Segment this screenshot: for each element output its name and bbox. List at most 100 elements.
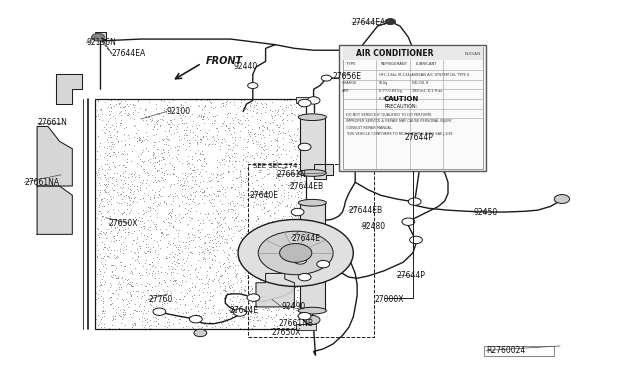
- Point: [99, 195, 109, 201]
- Point: [262, 237, 272, 243]
- Point: [240, 262, 250, 267]
- Point: [205, 319, 215, 325]
- Point: [127, 321, 138, 327]
- Point: [121, 125, 131, 131]
- Point: [158, 310, 168, 316]
- Point: [255, 135, 266, 141]
- Text: THIS VEHICLE CONFORMS TO REGULATIONS WITH SAE J-639.: THIS VEHICLE CONFORMS TO REGULATIONS WIT…: [346, 132, 453, 136]
- Point: [93, 234, 104, 240]
- Point: [173, 233, 183, 239]
- Point: [170, 218, 180, 224]
- Point: [200, 141, 210, 147]
- Point: [100, 189, 110, 195]
- Point: [253, 124, 264, 130]
- Point: [207, 203, 217, 209]
- Circle shape: [307, 97, 320, 104]
- Point: [173, 177, 183, 183]
- Point: [239, 165, 249, 171]
- Point: [200, 310, 210, 316]
- Point: [250, 234, 260, 240]
- Point: [241, 288, 251, 294]
- Point: [105, 124, 115, 130]
- Point: [195, 127, 205, 133]
- Point: [250, 172, 260, 178]
- Point: [261, 154, 271, 160]
- Point: [218, 247, 228, 253]
- Point: [166, 266, 177, 272]
- Point: [116, 112, 126, 118]
- Point: [150, 154, 161, 160]
- Point: [291, 270, 301, 276]
- Point: [206, 192, 216, 198]
- Point: [120, 296, 131, 302]
- Point: [122, 185, 132, 191]
- Point: [279, 161, 289, 167]
- Point: [221, 99, 231, 105]
- Point: [289, 111, 299, 117]
- Point: [168, 269, 179, 275]
- Point: [298, 122, 308, 128]
- Point: [157, 154, 168, 160]
- Point: [280, 261, 291, 267]
- Point: [236, 244, 246, 250]
- Circle shape: [189, 315, 202, 323]
- Point: [103, 189, 113, 195]
- Point: [157, 303, 167, 309]
- Point: [111, 181, 122, 187]
- Text: HFC-134a (R-134a): HFC-134a (R-134a): [379, 73, 413, 77]
- Point: [100, 167, 110, 173]
- Point: [147, 299, 157, 305]
- Point: [203, 278, 213, 283]
- Point: [248, 310, 258, 316]
- Point: [156, 116, 166, 122]
- Point: [231, 215, 241, 221]
- Point: [99, 230, 109, 236]
- Point: [131, 308, 141, 314]
- Point: [184, 160, 195, 166]
- Point: [291, 167, 301, 173]
- Point: [215, 143, 225, 149]
- Point: [135, 243, 145, 249]
- Point: [93, 226, 103, 232]
- Point: [286, 213, 296, 219]
- Point: [268, 126, 278, 132]
- Point: [123, 276, 133, 282]
- Point: [148, 205, 158, 211]
- Point: [115, 173, 125, 179]
- Point: [214, 186, 224, 192]
- Point: [147, 284, 157, 290]
- Point: [152, 201, 163, 207]
- Point: [161, 269, 171, 275]
- Point: [126, 293, 136, 299]
- Circle shape: [416, 143, 429, 151]
- Point: [145, 246, 156, 252]
- Point: [102, 166, 113, 172]
- Point: [209, 135, 219, 141]
- Point: [138, 211, 148, 217]
- Point: [275, 200, 285, 206]
- Point: [283, 305, 293, 311]
- Point: [292, 173, 302, 179]
- Point: [93, 187, 104, 193]
- Point: [116, 185, 127, 191]
- Circle shape: [291, 208, 304, 216]
- Point: [223, 208, 233, 214]
- Circle shape: [247, 294, 260, 301]
- Point: [207, 324, 217, 330]
- Point: [123, 132, 133, 138]
- Point: [199, 163, 209, 169]
- Point: [212, 178, 222, 184]
- Point: [259, 211, 269, 217]
- Point: [225, 263, 236, 269]
- Point: [168, 240, 178, 246]
- Point: [237, 197, 248, 203]
- Point: [106, 104, 116, 110]
- Point: [203, 142, 213, 148]
- Point: [280, 270, 291, 276]
- Point: [228, 287, 239, 293]
- Point: [143, 282, 154, 288]
- Point: [112, 170, 122, 176]
- Polygon shape: [314, 164, 333, 179]
- Point: [127, 279, 138, 285]
- Point: [210, 323, 220, 329]
